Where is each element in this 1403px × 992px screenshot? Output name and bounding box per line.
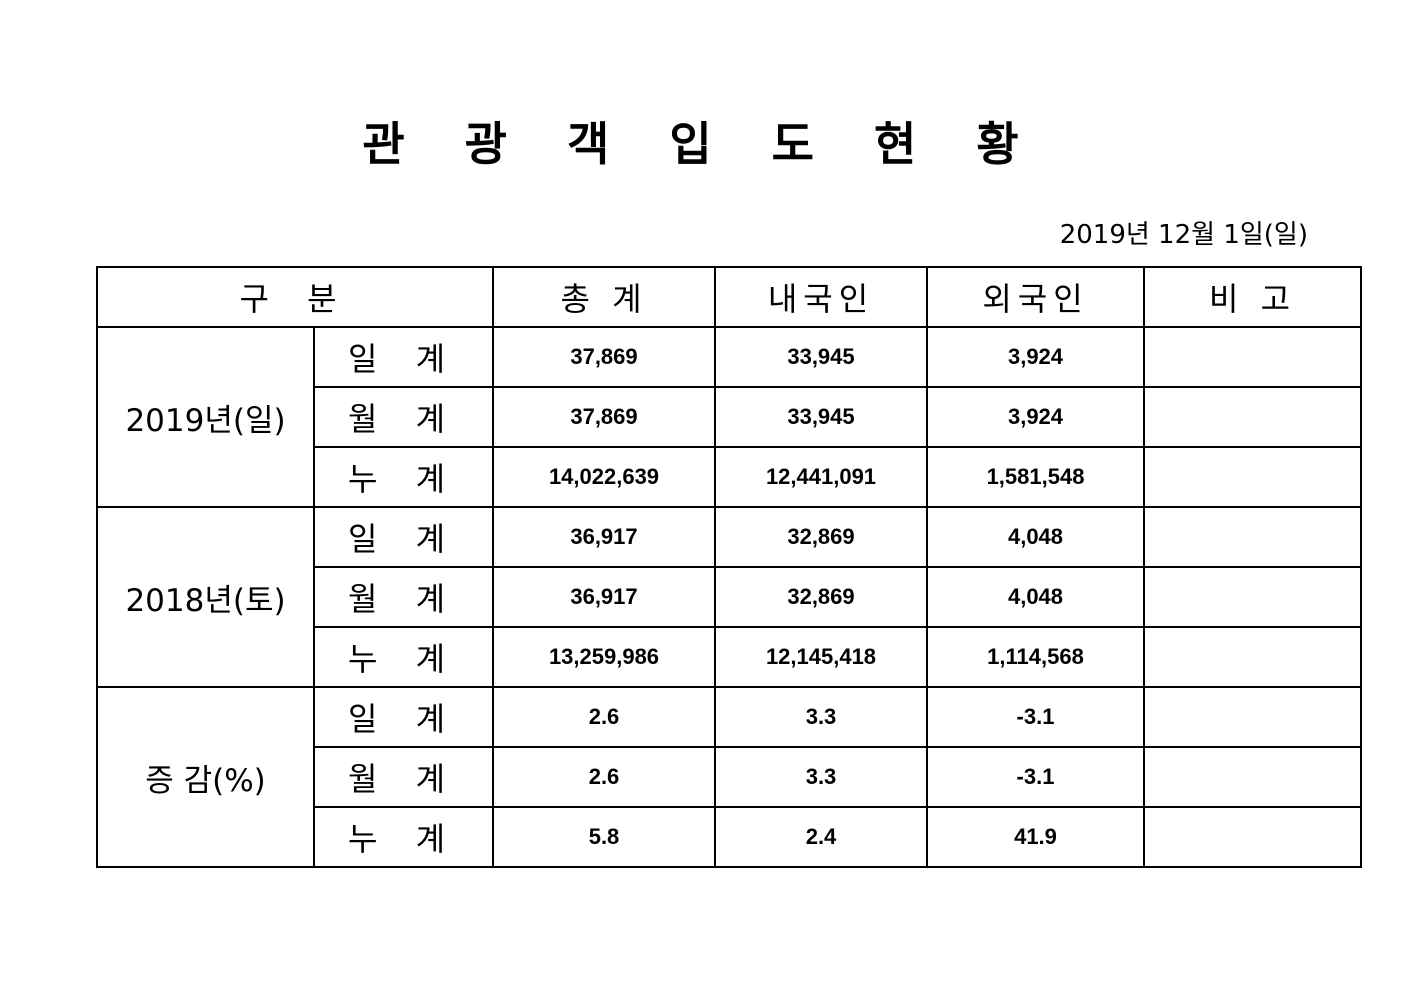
note-cell xyxy=(1143,626,1362,688)
note-cell xyxy=(1143,446,1362,508)
domestic-cell: 12,145,418 xyxy=(714,626,928,688)
total-cell: 36,917 xyxy=(492,506,716,568)
header-category: 구 분 xyxy=(96,266,494,328)
group-label: 증 감(%) xyxy=(96,686,315,868)
foreign-cell: 3,924 xyxy=(926,386,1145,448)
group-label: 2018년(토) xyxy=(96,506,315,688)
total-cell: 37,869 xyxy=(492,326,716,388)
table-row: 증 감(%) 일 계 2.6 3.3 -3.1 xyxy=(96,686,1362,868)
row-label: 월 계 xyxy=(313,566,494,628)
row-label: 월 계 xyxy=(313,386,494,448)
total-cell: 2.6 xyxy=(492,686,716,748)
row-label: 월 계 xyxy=(313,746,494,808)
note-cell xyxy=(1143,806,1362,868)
note-cell xyxy=(1143,326,1362,388)
table-row: 2018년(토) 일 계 36,917 32,869 4,048 xyxy=(96,506,1362,688)
row-label: 누 계 xyxy=(313,806,494,868)
domestic-cell: 12,441,091 xyxy=(714,446,928,508)
header-domestic: 내국인 xyxy=(714,266,928,328)
total-cell: 14,022,639 xyxy=(492,446,716,508)
foreign-cell: 4,048 xyxy=(926,506,1145,568)
table-row: 월 계 37,869 33,945 3,924 xyxy=(97,386,1362,448)
row-label: 일 계 xyxy=(313,686,494,748)
total-cell: 13,259,986 xyxy=(492,626,716,688)
total-cell: 2.6 xyxy=(492,746,716,808)
note-cell xyxy=(1143,386,1362,448)
table-row: 누 계 14,022,639 12,441,091 1,581,548 xyxy=(97,446,1362,508)
table-row: 월 계 2.6 3.3 -3.1 xyxy=(97,746,1362,808)
page-title: 관 광 객 입 도 현 황 xyxy=(362,117,1041,171)
table-row: 누 계 5.8 2.4 41.9 xyxy=(97,806,1362,868)
note-cell xyxy=(1143,746,1362,808)
domestic-cell: 32,869 xyxy=(714,506,928,568)
domestic-cell: 33,945 xyxy=(714,326,928,388)
total-cell: 5.8 xyxy=(492,806,716,868)
total-cell: 36,917 xyxy=(492,566,716,628)
note-cell xyxy=(1143,566,1362,628)
header-note: 비 고 xyxy=(1143,266,1362,328)
table-row: 2019년(일) 일 계 37,869 33,945 3,924 xyxy=(96,326,1362,508)
foreign-cell: 1,581,548 xyxy=(926,446,1145,508)
foreign-cell: 41.9 xyxy=(926,806,1145,868)
tourist-arrivals-table: 구 분 총 계 내국인 외국인 비 고 2019년(일) 일 계 37,869 33,… xyxy=(96,266,1362,868)
domestic-cell: 32,869 xyxy=(714,566,928,628)
domestic-cell: 3.3 xyxy=(714,746,928,808)
domestic-cell: 3.3 xyxy=(714,686,928,748)
domestic-cell: 2.4 xyxy=(714,806,928,868)
row-label: 누 계 xyxy=(313,626,494,688)
report-date: 2019년 12월 1일(일) xyxy=(1059,220,1308,250)
total-cell: 37,869 xyxy=(492,386,716,448)
table-row: 월 계 36,917 32,869 4,048 xyxy=(97,566,1362,628)
foreign-cell: 3,924 xyxy=(926,326,1145,388)
note-cell xyxy=(1143,686,1362,748)
table-row: 누 계 13,259,986 12,145,418 1,114,568 xyxy=(97,626,1362,688)
row-label: 일 계 xyxy=(313,326,494,388)
row-label: 일 계 xyxy=(313,506,494,568)
header-row: 구 분 총 계 내국인 외국인 비 고 xyxy=(96,266,1362,328)
note-cell xyxy=(1143,506,1362,568)
domestic-cell: 33,945 xyxy=(714,386,928,448)
row-label: 누 계 xyxy=(313,446,494,508)
foreign-cell: -3.1 xyxy=(926,686,1145,748)
header-foreign: 외국인 xyxy=(926,266,1145,328)
header-total: 총 계 xyxy=(492,266,716,328)
foreign-cell: 4,048 xyxy=(926,566,1145,628)
foreign-cell: 1,114,568 xyxy=(926,626,1145,688)
foreign-cell: -3.1 xyxy=(926,746,1145,808)
group-label: 2019년(일) xyxy=(96,326,315,508)
